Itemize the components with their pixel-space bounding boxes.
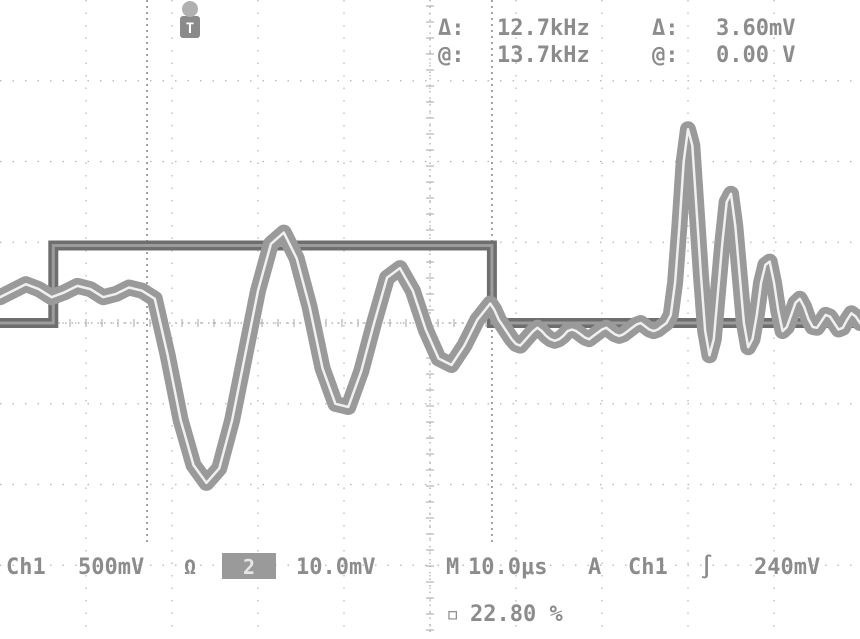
delta-symbol-volt: Δ: [652, 16, 679, 41]
horizontal-position: 22.80 % [470, 602, 563, 627]
trigger-source: Ch1 [628, 555, 668, 580]
ch1-scale: 500mV [78, 555, 144, 580]
trigger-marker-label: T [186, 21, 194, 37]
trigger-mode: A [588, 555, 601, 580]
timebase-prefix: M [446, 555, 459, 580]
delta-frequency: 12.7kHz [497, 16, 590, 41]
trigger-position-marker[interactable]: T [180, 1, 200, 38]
cursor-lines [146, 0, 493, 545]
trigger-level[interactable]: 240mV [754, 555, 820, 580]
ch2-badge: 2 [243, 555, 255, 579]
cursor-symbol-time: @: [438, 43, 465, 68]
waveform-traces [0, 121, 860, 491]
delta-symbol-time: Δ: [438, 16, 465, 41]
cursor-frequency: 13.7kHz [497, 43, 590, 68]
status-bar: Ch1 500mV Ω 2 10.0mV M 10.0μs A Ch1 ∫ 24… [6, 553, 820, 627]
delta-voltage: 3.60mV [716, 16, 795, 41]
position-icon: ▫ [446, 602, 459, 627]
cursor-voltage: 0.00 V [716, 43, 795, 68]
trigger-slope-icon: ∫ [700, 554, 713, 580]
cursor-symbol-volt: @: [652, 43, 679, 68]
ch2-ringing-trace-highlight [0, 127, 860, 485]
cursor-readout: Δ: 12.7kHz Δ: 3.60mV @: 13.7kHz @: 0.00 … [438, 16, 795, 68]
ch2-badge-box[interactable] [222, 553, 276, 579]
timebase[interactable]: 10.0μs [468, 555, 547, 580]
ch1-label[interactable]: Ch1 [6, 555, 46, 580]
ch2-scale: 10.0mV [296, 555, 375, 580]
ch1-impedance-icon: Ω [184, 555, 196, 579]
